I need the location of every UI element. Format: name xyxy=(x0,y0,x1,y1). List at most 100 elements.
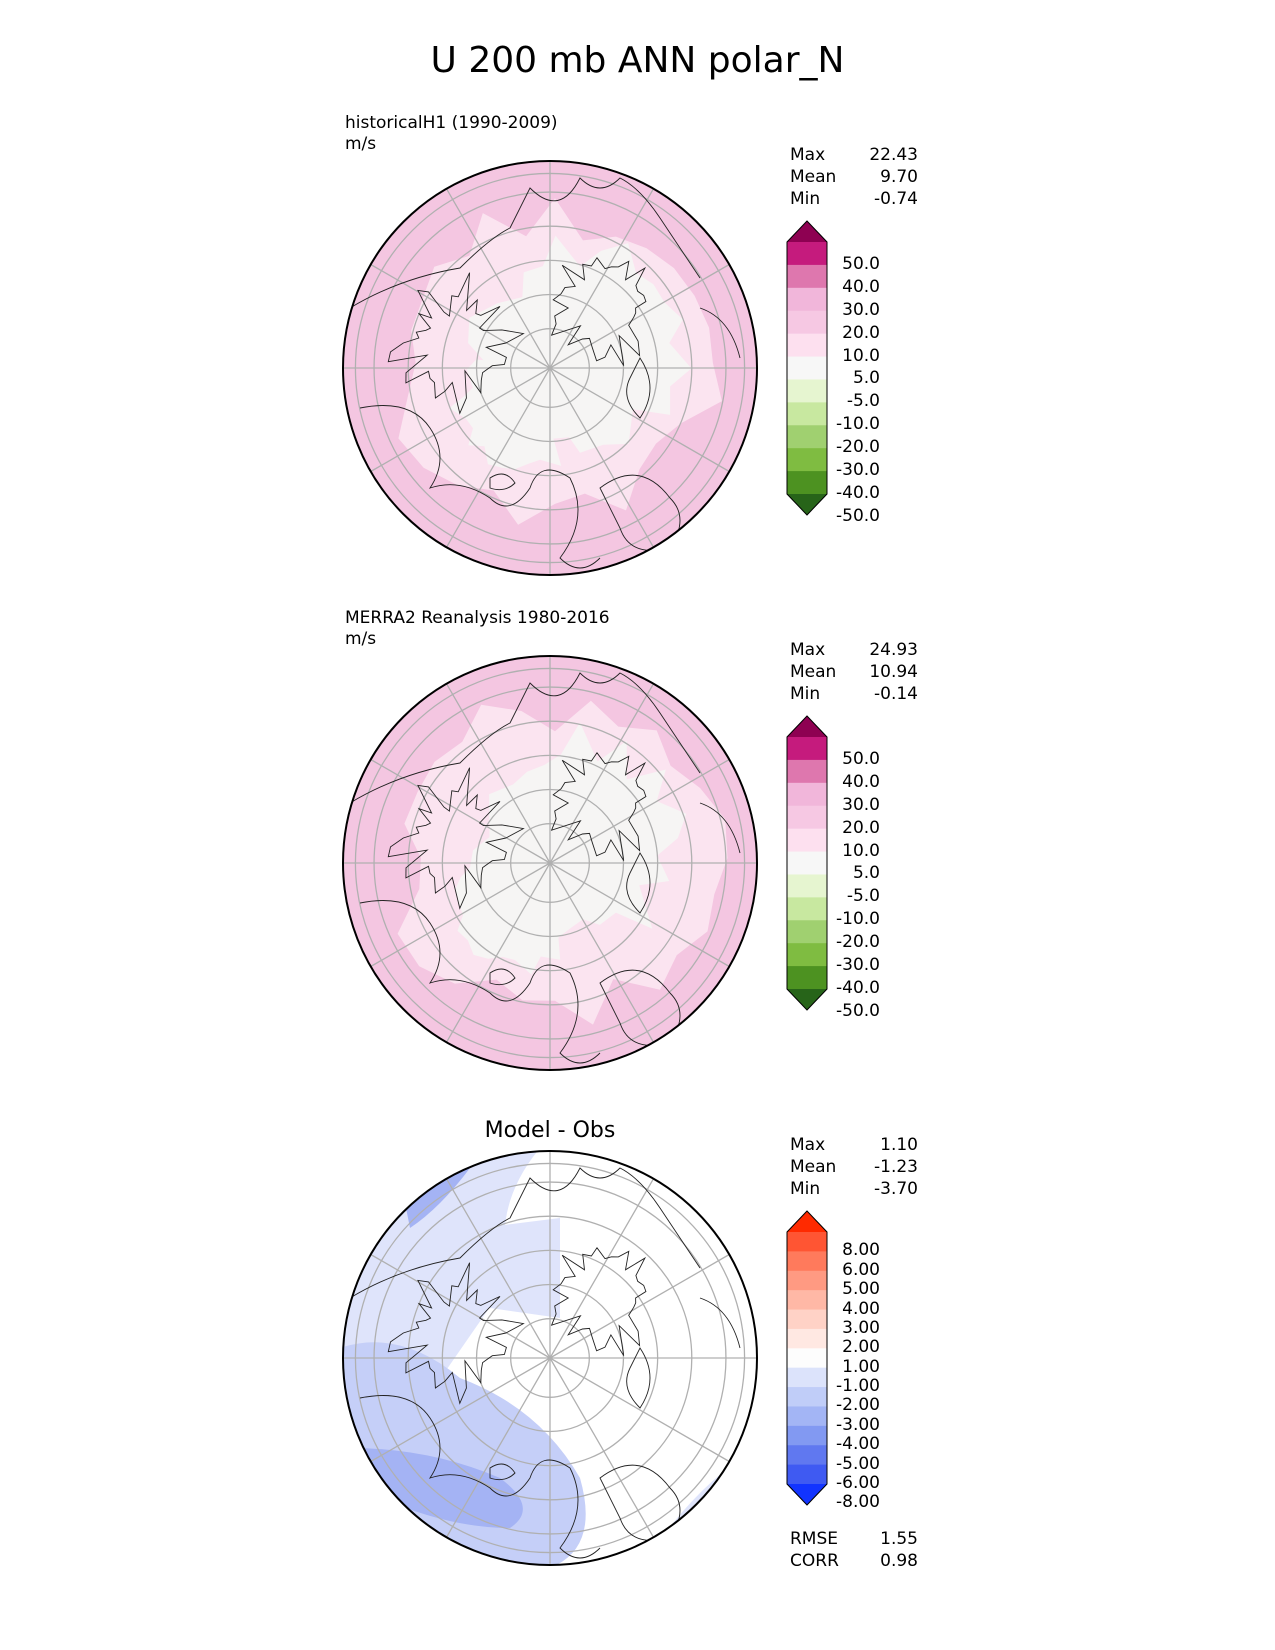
meridian-line xyxy=(370,1253,551,1359)
panel-2-stats: Max 24.93 Mean 10.94 Min -0.14 xyxy=(790,639,918,705)
colorbar-segment xyxy=(787,1425,827,1446)
colorbar-tick-label: 30.0 xyxy=(842,299,880,320)
meridian-line xyxy=(549,683,655,864)
colorbar-tick-label: 5.0 xyxy=(852,863,880,884)
stat-label: Mean xyxy=(790,167,837,187)
meridian-line xyxy=(549,1357,655,1538)
island-coast xyxy=(489,968,516,986)
panel-1-units-label: m/s xyxy=(345,134,377,154)
stat-rmse: RMSE 1.55 xyxy=(790,1528,918,1550)
panel-3-polar-map xyxy=(342,1150,758,1566)
stat-value: -1.23 xyxy=(874,1157,918,1177)
meridian-line xyxy=(549,1178,655,1359)
figure-title: U 200 mb ANN polar_N xyxy=(430,40,845,81)
panel-3-title: Model - Obs xyxy=(484,1118,616,1143)
svalbard-coast xyxy=(626,852,651,914)
stat-value: 24.93 xyxy=(869,640,918,660)
meridian-line xyxy=(370,263,551,369)
map-boundary xyxy=(342,1150,758,1566)
colorbar-tick-label: -30.0 xyxy=(836,460,880,481)
stat-label: Max xyxy=(790,145,826,165)
field-core xyxy=(468,235,692,453)
colorbar-segment xyxy=(787,356,827,380)
panel-3-stats: Max 1.10 Mean -1.23 Min -3.70 xyxy=(790,1134,918,1200)
meridian-line xyxy=(549,758,730,864)
stat-mean: Mean 9.70 xyxy=(790,166,918,188)
meridian-line xyxy=(370,367,551,473)
canadian-archipelago-coast xyxy=(387,272,525,415)
stat-value: 9.70 xyxy=(880,167,918,187)
meridian-line xyxy=(445,1178,551,1359)
colorbar-extend-top xyxy=(787,1211,827,1232)
colorbar-tick-label: -20.0 xyxy=(836,932,880,953)
stat-min: Min -0.74 xyxy=(790,188,918,210)
panel-3-colorbar xyxy=(786,1210,828,1506)
meridian-line xyxy=(549,263,730,369)
colorbar-segment xyxy=(787,1232,827,1252)
greenland-coast xyxy=(550,752,647,861)
eurasia-coast xyxy=(359,1395,601,1559)
colorbar-tick-label: 2.00 xyxy=(842,1337,880,1358)
colorbar-segment xyxy=(787,402,827,426)
meridian-line xyxy=(549,1253,730,1359)
meridian-line xyxy=(549,367,730,473)
colorbar-extend-bottom xyxy=(787,1484,827,1505)
stat-value: 10.94 xyxy=(869,662,918,682)
panel-1-polar-map xyxy=(342,160,758,576)
colorbar-tick-label: 3.00 xyxy=(842,1317,880,1338)
panel-2-colorbar xyxy=(786,715,828,1011)
meridian-line xyxy=(549,367,655,548)
canadian-archipelago-coast xyxy=(387,767,525,910)
colorbar-extend-top xyxy=(787,716,827,737)
stat-value: 1.10 xyxy=(880,1135,918,1155)
svalbard-coast xyxy=(626,1347,651,1409)
meridian-line xyxy=(549,188,655,369)
colorbar-segment xyxy=(787,425,827,449)
coastlines xyxy=(349,672,741,1064)
colorbar-tick-label: 5.0 xyxy=(852,368,880,389)
north-america-coast xyxy=(349,177,701,309)
colorbar-segment xyxy=(787,874,827,898)
colorbar-tick-label: -10.0 xyxy=(836,414,880,435)
meridian-line xyxy=(445,1357,551,1538)
stat-min: Min -3.70 xyxy=(790,1178,918,1200)
colorbar-segment xyxy=(787,897,827,921)
colorbar-tick-label: 20.0 xyxy=(842,322,880,343)
colorbar-tick-label: -5.00 xyxy=(836,1453,880,1474)
colorbar-segment xyxy=(787,943,827,967)
scandinavia-coast xyxy=(599,1464,681,1541)
colorbar-extend-top xyxy=(787,221,827,242)
panel-1-colorbar xyxy=(786,220,828,516)
coastlines xyxy=(349,1167,741,1559)
meridian-line xyxy=(445,367,551,548)
stat-label: Max xyxy=(790,1135,826,1155)
meridian-line xyxy=(370,758,551,864)
colorbar-segment xyxy=(787,920,827,944)
island-coast xyxy=(489,473,516,491)
colorbar-segment xyxy=(787,966,827,990)
colorbar-segment xyxy=(787,287,827,312)
colorbar-segment xyxy=(787,471,827,495)
stat-label: Min xyxy=(790,1179,821,1199)
colorbar-segment xyxy=(787,310,827,335)
colorbar-outline xyxy=(786,1210,828,1506)
stat-mean: Mean 10.94 xyxy=(790,661,918,683)
stat-mean: Mean -1.23 xyxy=(790,1156,918,1178)
meridian-line xyxy=(549,1357,730,1463)
panel-1-dataset-label: historicalH1 (1990-2009) xyxy=(345,113,558,133)
colorbar-segment xyxy=(787,1387,827,1407)
colorbar-tick-label: -30.0 xyxy=(836,955,880,976)
colorbar-tick-label: -8.00 xyxy=(836,1492,880,1513)
panel-2-dataset-label: MERRA2 Reanalysis 1980-2016 xyxy=(345,608,610,628)
colorbar-segment xyxy=(787,1270,827,1291)
colorbar-tick-label: -40.0 xyxy=(836,483,880,503)
colorbar-segment xyxy=(787,1348,827,1369)
colorbar-tick-label: -2.00 xyxy=(836,1395,880,1416)
colorbar-tick-label: -20.0 xyxy=(836,437,880,458)
colorbar-outline xyxy=(786,715,828,1011)
colorbar-segment xyxy=(787,828,827,853)
field-negative-3 xyxy=(350,1448,523,1528)
colorbar-tick-label: 8.00 xyxy=(842,1240,880,1261)
stat-label: RMSE xyxy=(790,1529,839,1549)
colorbar-tick-label: -5.0 xyxy=(846,391,880,412)
